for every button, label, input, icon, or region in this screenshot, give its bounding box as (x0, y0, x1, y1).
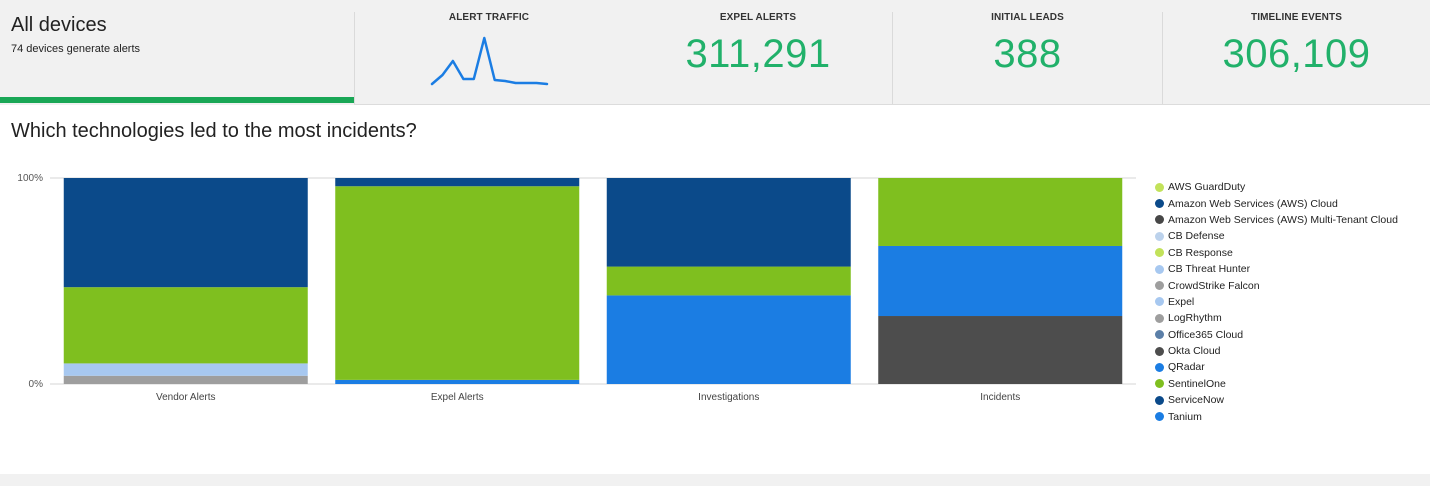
selected-indicator (0, 97, 354, 103)
legend-item[interactable]: Okta Cloud (1155, 343, 1398, 359)
stat-expel-alerts[interactable]: EXPEL ALERTS 311,291 (623, 0, 893, 105)
stat-label: ALERT TRAFFIC (448, 12, 530, 23)
bar-segment (63, 363, 308, 376)
y-tick-label: 0% (29, 379, 44, 390)
legend-swatch (1155, 281, 1164, 291)
stat-label: EXPEL ALERTS (719, 12, 797, 23)
legend-label: QRadar (1168, 361, 1205, 374)
alert-traffic-sparkline (430, 36, 549, 86)
legend-item[interactable]: CrowdStrike Falcon (1155, 277, 1398, 293)
legend-swatch (1155, 330, 1164, 340)
y-tick-label: 100% (17, 173, 43, 184)
x-tick-label: Expel Alerts (431, 392, 484, 403)
legend-item[interactable]: CB Response (1155, 245, 1398, 261)
legend-swatch (1155, 297, 1164, 307)
legend-swatch (1155, 362, 1164, 372)
stat-initial-leads[interactable]: INITIAL LEADS 388 (893, 0, 1162, 105)
bar-segment (878, 245, 1123, 317)
legend-label: AWS GuardDuty (1168, 181, 1246, 194)
stat-alert-traffic[interactable]: ALERT TRAFFIC (355, 0, 623, 105)
legend-swatch (1155, 248, 1164, 258)
legend-label: CB Response (1168, 246, 1233, 259)
legend-swatch (1155, 231, 1164, 241)
legend-swatch (1155, 182, 1164, 192)
chart-title: Which technologies led to the most incid… (11, 120, 417, 142)
legend-item[interactable]: QRadar (1155, 359, 1398, 375)
legend-label: CB Threat Hunter (1168, 263, 1251, 276)
legend-swatch (1155, 313, 1164, 323)
legend-label: Amazon Web Services (AWS) Cloud (1168, 197, 1338, 210)
bar-segment (606, 266, 851, 296)
legend-label: Tanium (1168, 410, 1202, 423)
legend-label: SentinelOne (1168, 377, 1226, 390)
bar-segment (878, 316, 1123, 384)
summary-subtitle: 74 devices generate alerts (11, 43, 141, 55)
divider (1162, 12, 1163, 104)
legend-label: Amazon Web Services (AWS) Multi-Tenant C… (1168, 213, 1398, 226)
stat-value: 311,291 (685, 32, 831, 76)
legend-item[interactable]: LogRhythm (1155, 310, 1398, 326)
legend-label: CB Defense (1168, 230, 1225, 243)
x-tick-label: Vendor Alerts (156, 392, 215, 403)
legend-label: Okta Cloud (1168, 345, 1221, 358)
legend-item[interactable]: ServiceNow (1155, 392, 1398, 408)
legend-swatch (1155, 215, 1164, 225)
bar-segment (335, 186, 580, 380)
legend-item[interactable]: Tanium (1155, 408, 1398, 424)
legend-item[interactable]: AWS GuardDuty (1155, 179, 1398, 195)
bar-segment (335, 178, 580, 187)
summary-title: All devices (11, 14, 107, 36)
legend-item[interactable]: Amazon Web Services (AWS) Cloud (1155, 195, 1398, 211)
legend-swatch (1155, 199, 1164, 209)
bar-segment (63, 178, 308, 288)
stacked-bar-chart: 100% 0% Vendor Alerts Expel Alerts Investiga… (17, 173, 1136, 403)
legend-label: Expel (1168, 295, 1195, 308)
divider (354, 12, 355, 104)
legend-label: Office365 Cloud (1168, 328, 1244, 341)
legend-item[interactable]: Expel (1155, 294, 1398, 310)
stat-label: INITIAL LEADS (991, 12, 1064, 23)
legend-label: CrowdStrike Falcon (1168, 279, 1260, 292)
bar-segment (63, 375, 308, 384)
legend-swatch (1155, 346, 1164, 356)
footer-band (0, 474, 1430, 486)
legend-swatch (1155, 412, 1164, 422)
legend-item[interactable]: Amazon Web Services (AWS) Multi-Tenant C… (1155, 212, 1398, 228)
legend-item[interactable]: CB Defense (1155, 228, 1398, 244)
chart-legend: AWS GuardDuty Amazon Web Services (AWS) C… (1155, 179, 1398, 425)
x-tick-label: Incidents (980, 392, 1020, 403)
divider (892, 12, 893, 104)
legend-label: LogRhythm (1168, 312, 1222, 325)
sparkline-path (430, 36, 549, 86)
stat-value: 388 (993, 32, 1062, 76)
legend-label: ServiceNow (1168, 394, 1225, 407)
x-tick-label: Investigations (698, 392, 759, 403)
legend-swatch (1155, 395, 1164, 405)
legend-item[interactable]: CB Threat Hunter (1155, 261, 1398, 277)
stats-header: All devices 74 devices generate alerts A… (0, 0, 1430, 105)
summary-panel[interactable]: All devices 74 devices generate alerts (0, 0, 354, 105)
legend-item[interactable]: Office365 Cloud (1155, 327, 1398, 343)
stat-value: 306,109 (1222, 32, 1371, 76)
stat-label: TIMELINE EVENTS (1251, 12, 1342, 23)
stat-timeline-events[interactable]: TIMELINE EVENTS 306,109 (1163, 0, 1430, 105)
legend-swatch (1155, 264, 1164, 274)
bar-segment (606, 178, 851, 267)
legend-swatch (1155, 379, 1164, 389)
bar-segment (63, 287, 308, 364)
bar-segment (606, 295, 851, 384)
bar-segment (878, 178, 1123, 246)
legend-item[interactable]: SentinelOne (1155, 376, 1398, 392)
bar-segment (335, 379, 580, 384)
